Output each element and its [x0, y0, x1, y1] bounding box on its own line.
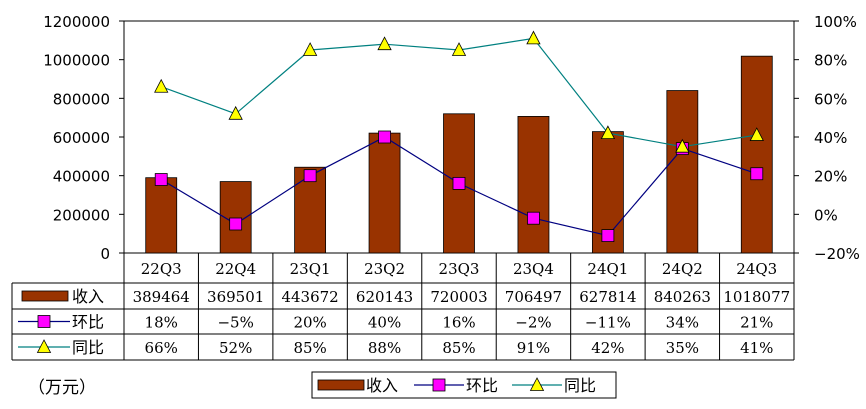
table-key-square	[37, 315, 51, 328]
table-key-bar	[21, 290, 69, 302]
data-label-23Q1: 20%	[293, 314, 326, 332]
tongbi-marker-24Q1	[600, 125, 616, 140]
data-label-23Q4: 706497	[505, 288, 562, 306]
table-row-name: 收入	[72, 287, 104, 306]
data-label-22Q3: 389464	[133, 288, 190, 306]
right-axis-tick-label: 80%	[814, 52, 847, 70]
right-axis-tick-label: 40%	[814, 129, 847, 147]
data-label-23Q2: 40%	[368, 314, 401, 332]
left-axis-tick-label: 0	[100, 245, 110, 263]
left-axis-tick-label: 200000	[53, 206, 110, 224]
left-axis-tick-label: 1000000	[43, 52, 110, 70]
left-axis-tick-label: 400000	[53, 168, 110, 186]
huanbi-marker-23Q1	[303, 169, 317, 183]
legend-label: 同比	[564, 376, 596, 395]
data-label-24Q3: 21%	[740, 314, 773, 332]
legend-huanbi-marker	[432, 378, 446, 392]
huanbi-marker-23Q4	[527, 211, 540, 225]
data-label-23Q1: 443672	[281, 288, 338, 306]
table-key-triangle	[36, 339, 52, 353]
data-label-24Q2: 35%	[666, 339, 699, 357]
left-axis-tick-label: 1200000	[43, 13, 110, 31]
unit-label: （万元）	[28, 378, 96, 398]
data-label-23Q3: 16%	[442, 314, 475, 332]
data-label-22Q3: 66%	[145, 339, 178, 357]
right-axis-tick-label: −20%	[814, 245, 860, 263]
tongbi-marker-23Q3	[451, 42, 467, 56]
data-label-22Q4: 52%	[219, 339, 252, 357]
category-label-23Q3: 23Q3	[439, 260, 480, 278]
data-label-23Q3: 720003	[430, 288, 487, 306]
tongbi-marker-23Q1	[302, 42, 318, 56]
category-label-22Q3: 22Q3	[141, 260, 182, 278]
data-label-23Q2: 620143	[356, 288, 413, 306]
left-axis-tick-label: 800000	[53, 90, 110, 108]
left-axis-tick-label: 600000	[53, 129, 110, 147]
huanbi-marker-23Q2	[378, 130, 391, 144]
data-label-23Q4: 91%	[517, 339, 550, 357]
tongbi-marker-22Q3	[154, 78, 169, 93]
legend-bar-swatch	[317, 379, 365, 391]
right-axis-tick-label: 100%	[814, 13, 857, 31]
data-label-24Q3: 1018077	[723, 288, 790, 306]
tongbi-marker-23Q4	[526, 30, 541, 45]
data-label-23Q4: −2%	[515, 314, 551, 332]
category-label-24Q1: 24Q1	[587, 260, 628, 278]
bar-24Q2	[666, 90, 699, 254]
data-label-22Q3: 18%	[145, 314, 178, 332]
data-label-24Q1: 42%	[591, 339, 624, 357]
legend-label: 收入	[366, 376, 398, 395]
legend-tongbi-marker	[529, 377, 545, 391]
table-row-name: 环比	[72, 313, 104, 332]
tongbi-marker-24Q2	[675, 138, 690, 153]
tongbi-marker-22Q4	[228, 105, 243, 120]
huanbi-marker-24Q3	[750, 167, 764, 181]
category-label-23Q4: 23Q4	[513, 260, 554, 278]
huanbi-marker-22Q3	[154, 173, 168, 186]
data-label-24Q2: 34%	[666, 314, 699, 332]
bar-24Q3	[740, 55, 773, 254]
data-label-24Q1: 627814	[579, 288, 636, 306]
huanbi-marker-24Q1	[601, 229, 615, 243]
category-label-24Q2: 24Q2	[662, 260, 703, 278]
data-label-24Q3: 41%	[740, 339, 773, 357]
huanbi-marker-22Q4	[229, 217, 243, 231]
bar-23Q2	[368, 132, 401, 254]
right-axis-tick-label: 0%	[814, 206, 838, 224]
data-label-22Q4: 369501	[207, 288, 264, 306]
tongbi-marker-24Q3	[749, 127, 764, 141]
table-row-name: 同比	[72, 338, 104, 357]
category-label-23Q1: 23Q1	[290, 260, 331, 278]
huanbi-marker-23Q3	[452, 176, 466, 190]
data-label-24Q1: −11%	[585, 314, 631, 332]
legend-label: 环比	[466, 376, 498, 395]
bar-22Q3	[145, 177, 178, 254]
data-label-23Q3: 85%	[442, 339, 475, 357]
category-label-24Q3: 24Q3	[736, 260, 777, 278]
data-label-23Q1: 85%	[293, 339, 326, 357]
right-axis-tick-label: 20%	[814, 168, 847, 186]
data-label-24Q2: 840263	[654, 288, 711, 306]
category-label-22Q4: 22Q4	[215, 260, 256, 278]
bar-23Q4	[517, 116, 550, 254]
category-label-23Q2: 23Q2	[364, 260, 405, 278]
tongbi-marker-23Q2	[377, 36, 392, 51]
data-label-22Q4: −5%	[217, 314, 253, 332]
right-axis-tick-label: 60%	[814, 90, 847, 108]
data-label-23Q2: 88%	[368, 339, 401, 357]
